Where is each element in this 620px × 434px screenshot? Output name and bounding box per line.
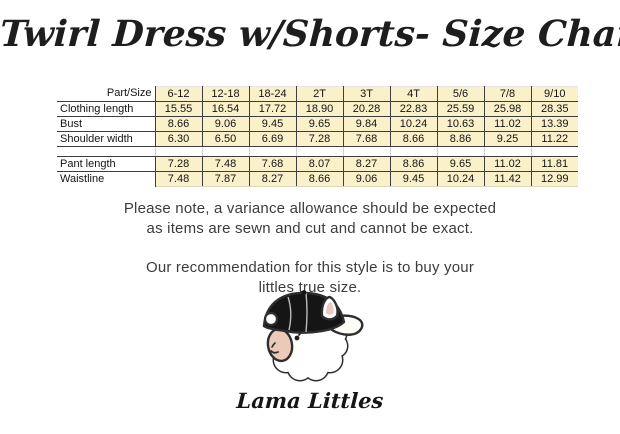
notes-block: Please note, a variance allowance should… (0, 199, 620, 298)
note-line: Please note, a variance allowance should… (123, 200, 497, 217)
cell-value: 11.22 (530, 131, 578, 147)
llama-eye (294, 335, 300, 341)
header-size: 4T (389, 86, 438, 102)
cell-value: 8.66 (295, 171, 344, 187)
header-size: 12-18 (201, 86, 250, 102)
table-row-pant-length: Pant length 7.28 7.48 7.68 8.07 8.27 8.8… (57, 156, 578, 172)
cell-value: 6.69 (248, 131, 297, 147)
brand-name: Lama Littles (235, 388, 385, 413)
cell-value: 7.28 (295, 131, 344, 147)
cell-value: 25.98 (483, 101, 532, 117)
cell-value: 20.28 (342, 101, 391, 117)
spacer-cell (342, 146, 391, 157)
cell-value: 13.39 (530, 116, 578, 132)
cell-value: 7.28 (154, 156, 203, 172)
cell-value: 9.45 (389, 171, 438, 187)
row-label: Clothing length (57, 101, 156, 117)
spacer-cell (295, 146, 344, 157)
cell-value: 9.84 (342, 116, 391, 132)
note-line: littles true size. (258, 279, 362, 296)
cell-value: 10.24 (436, 171, 485, 187)
cell-value: 25.59 (436, 101, 485, 117)
header-size: 5/6 (436, 86, 485, 102)
spacer-cell (154, 146, 203, 157)
spacer-cell (201, 146, 250, 157)
cell-value: 6.50 (201, 131, 250, 147)
cell-value: 11.81 (530, 156, 578, 172)
cell-value: 28.35 (530, 101, 578, 117)
header-size: 3T (342, 86, 391, 102)
cell-value: 9.06 (342, 171, 391, 187)
header-size: 9/10 (530, 86, 578, 102)
spacer-cell (57, 146, 155, 157)
cell-value: 8.66 (154, 116, 203, 132)
cell-value: 8.07 (295, 156, 344, 172)
cell-value: 8.86 (389, 156, 438, 172)
table-row-bust: Bust 8.66 9.06 9.45 9.65 9.84 10.24 10.6… (57, 116, 578, 132)
llama-nostril (271, 342, 276, 348)
spacer-cell (389, 146, 438, 157)
cell-value: 9.25 (483, 131, 532, 147)
cell-value: 9.45 (248, 116, 297, 132)
cell-value: 12.99 (530, 171, 578, 187)
spacer-cell (436, 146, 485, 157)
cell-value: 15.55 (154, 101, 203, 117)
cell-value: 11.42 (483, 171, 532, 187)
cell-value: 11.02 (483, 156, 532, 172)
row-label: Waistline (57, 171, 156, 187)
cell-value: 9.06 (201, 116, 250, 132)
cell-value: 22.83 (389, 101, 438, 117)
note-recommendation: Our recommendation for this style is to … (0, 258, 620, 298)
cell-value: 7.68 (248, 156, 297, 172)
cell-value: 7.87 (201, 171, 250, 187)
table-header-row: Part/Size 6-12 12-18 18-24 2T 3T 4T 5/6 … (57, 86, 578, 102)
size-chart-table: Part/Size 6-12 12-18 18-24 2T 3T 4T 5/6 … (57, 86, 578, 187)
header-size: 2T (295, 86, 344, 102)
cell-value: 8.66 (389, 131, 438, 147)
cap-seams (287, 292, 308, 333)
spacer-cell (530, 146, 578, 157)
table-row-shoulder-width: Shoulder width 6.30 6.50 6.69 7.28 7.68 … (57, 131, 578, 147)
table-row-clothing-length: Clothing length 15.55 16.54 17.72 18.90 … (57, 101, 578, 117)
header-size: 7/8 (483, 86, 532, 102)
cell-value: 6.30 (154, 131, 203, 147)
cell-value: 8.86 (436, 131, 485, 147)
note-line: as items are sewn and cut and cannot be … (146, 220, 474, 237)
cell-value: 8.27 (342, 156, 391, 172)
cell-value: 16.54 (201, 101, 250, 117)
cell-value: 8.27 (248, 171, 297, 187)
cap-back-pom (263, 311, 279, 327)
cell-value: 10.24 (389, 116, 438, 132)
row-label: Bust (57, 116, 156, 132)
cell-value: 9.65 (436, 156, 485, 172)
header-size: 18-24 (248, 86, 297, 102)
cell-value: 9.65 (295, 116, 344, 132)
header-size: 6-12 (154, 86, 203, 102)
row-label: Pant length (57, 156, 156, 172)
table-row-waistline: Waistline 7.48 7.87 8.27 8.66 9.06 9.45 … (57, 171, 578, 187)
table-spacer-row (57, 146, 578, 157)
cell-value: 7.68 (342, 131, 391, 147)
cell-value: 10.63 (436, 116, 485, 132)
cell-value: 7.48 (201, 156, 250, 172)
llama-mouth (270, 350, 279, 354)
row-label: Shoulder width (57, 131, 156, 147)
note-variance: Please note, a variance allowance should… (0, 199, 620, 239)
spacer-cell (483, 146, 532, 157)
llama-ear-inner (326, 302, 334, 315)
note-line: Our recommendation for this style is to … (145, 259, 475, 276)
llama-mascot-icon (262, 290, 364, 382)
header-part-size: Part/Size (57, 86, 156, 102)
cell-value: 11.02 (483, 116, 532, 132)
cap-button (301, 290, 307, 295)
cell-value: 7.48 (154, 171, 203, 187)
cell-value: 17.72 (248, 101, 297, 117)
cell-value: 18.90 (295, 101, 344, 117)
page-title: Twirl Dress w/Shorts- Size Chart (0, 13, 620, 55)
spacer-cell (248, 146, 297, 157)
